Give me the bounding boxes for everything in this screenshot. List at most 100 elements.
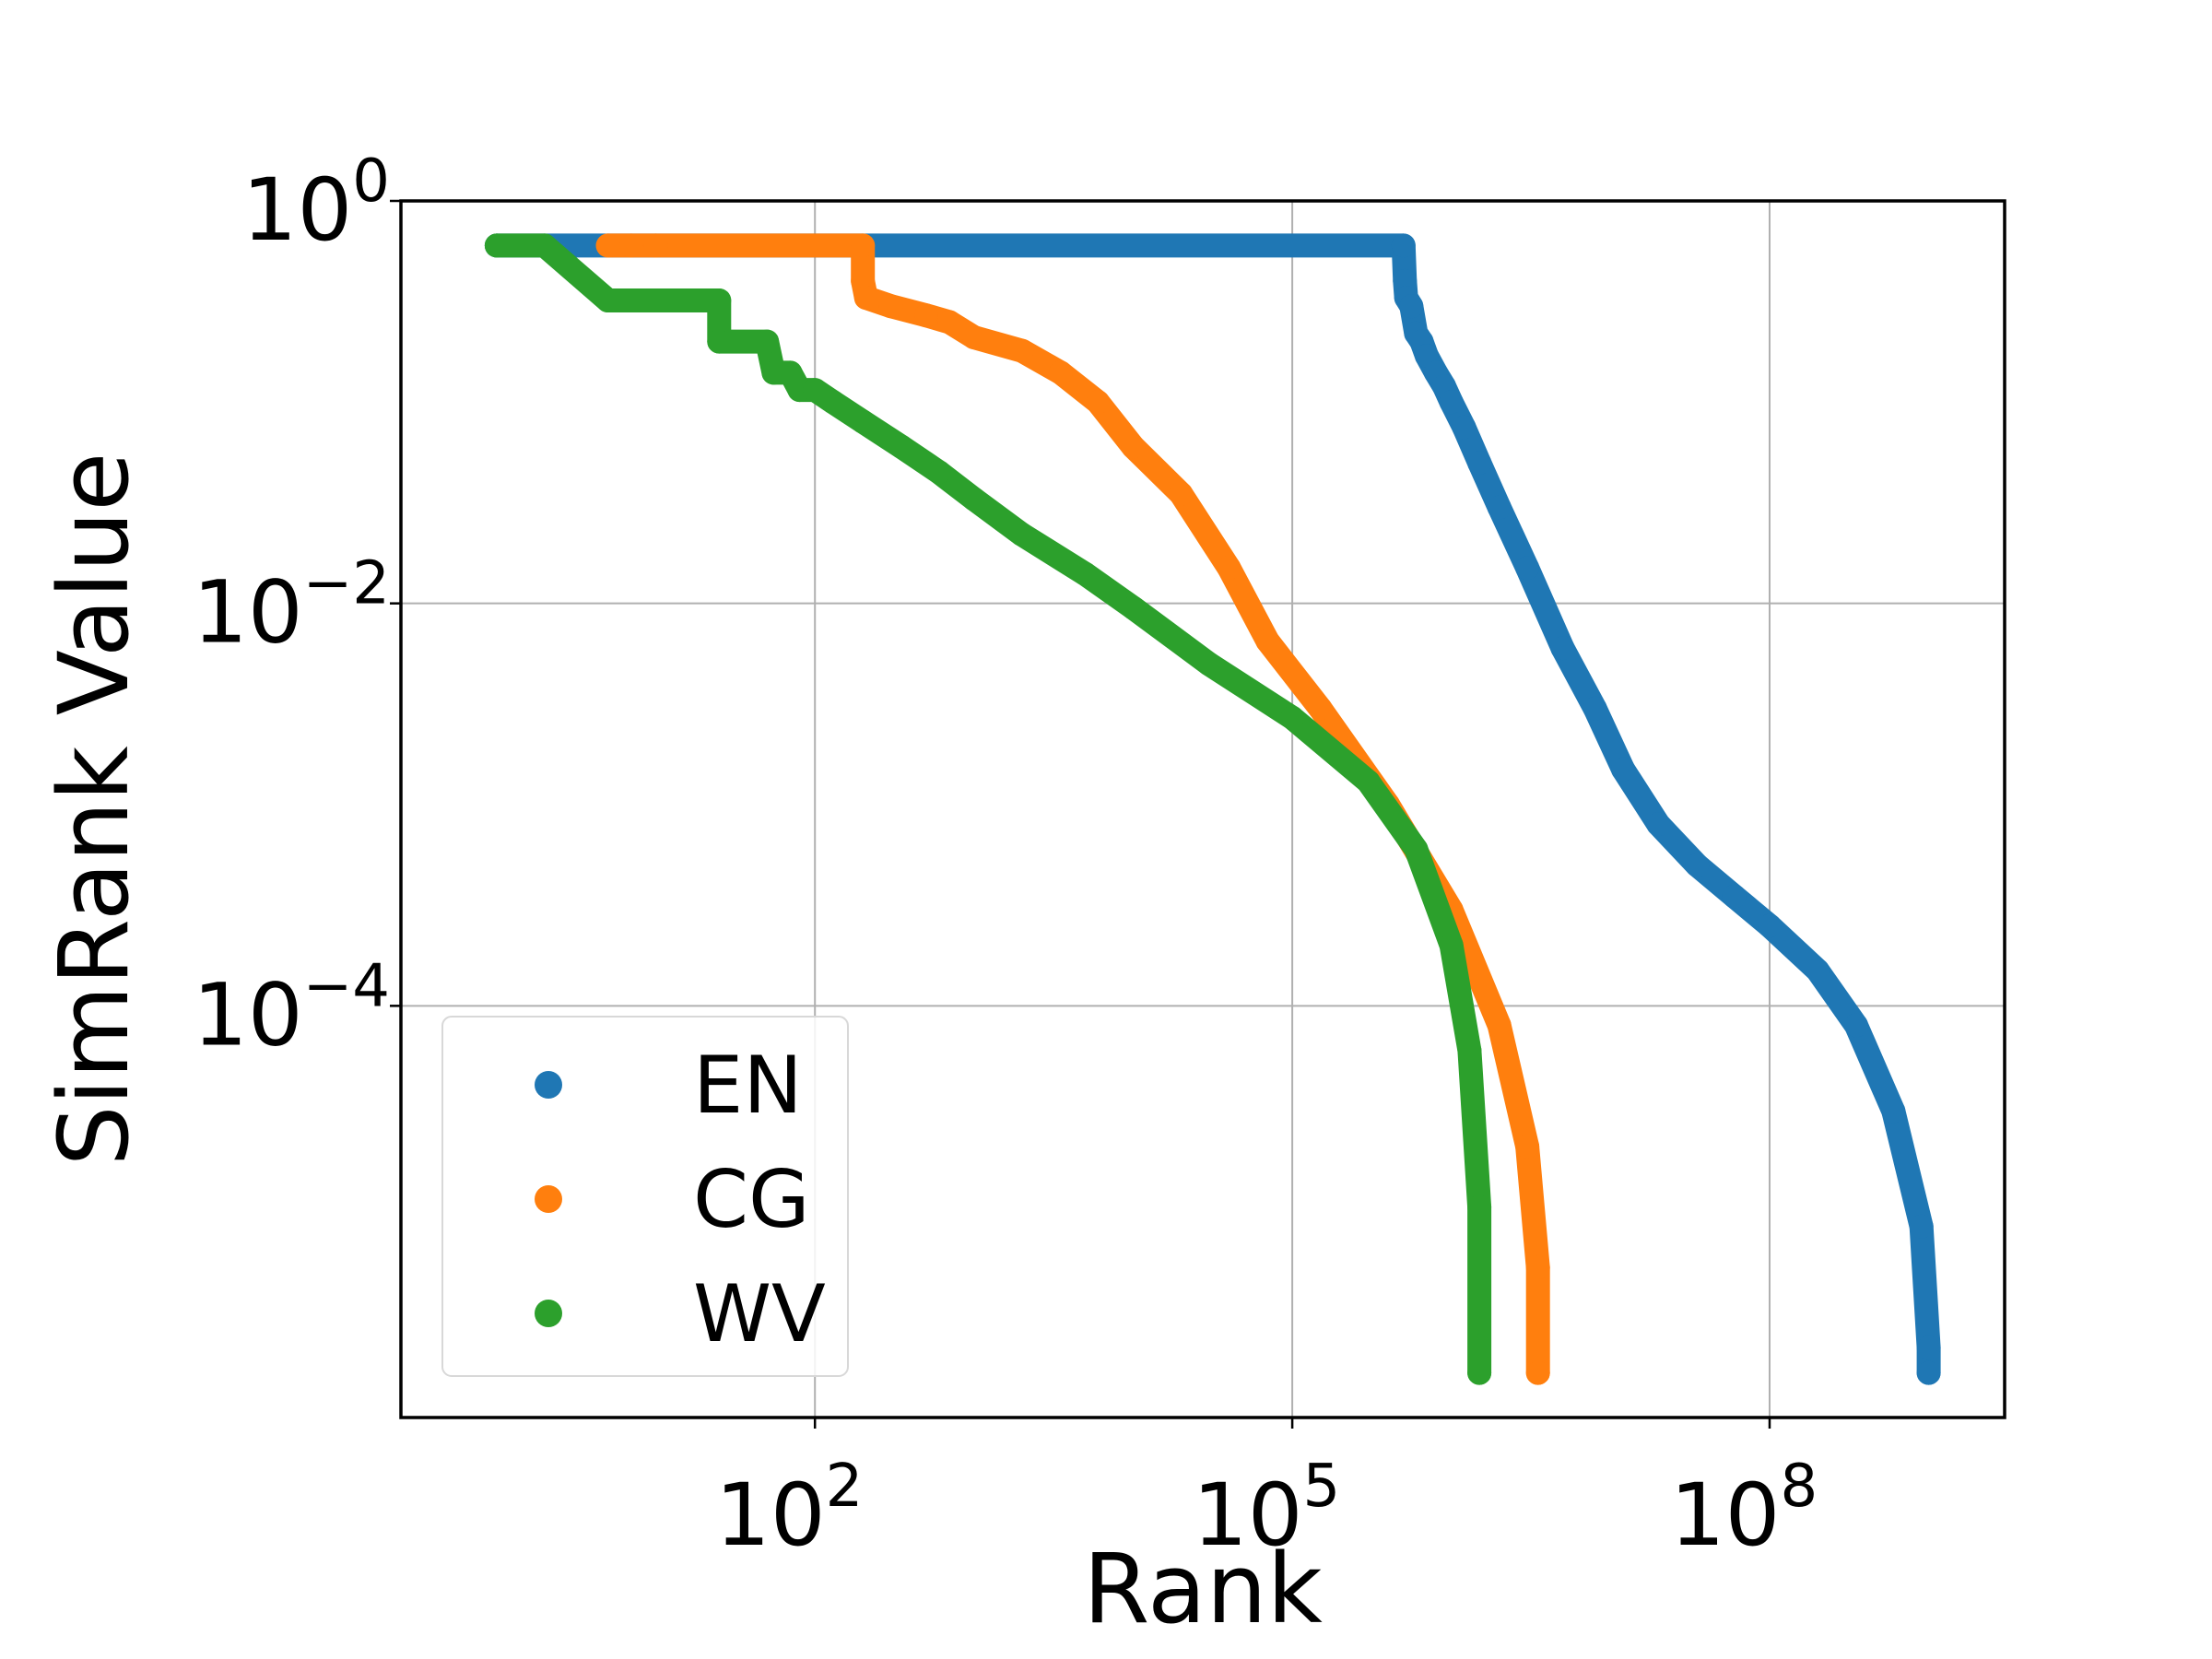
- series-layer: [484, 233, 1941, 1385]
- data-point: [1583, 696, 1607, 721]
- data-point: [1439, 390, 1464, 415]
- data-point: [1399, 294, 1424, 319]
- y-tick-label: 10−2: [193, 550, 390, 664]
- data-point: [1467, 1194, 1492, 1219]
- data-point: [484, 233, 509, 258]
- data-point: [878, 294, 903, 319]
- data-point: [1009, 338, 1034, 363]
- data-point: [1356, 770, 1381, 794]
- data-point: [913, 303, 938, 328]
- data-point: [1646, 812, 1671, 837]
- data-point: [1196, 652, 1221, 677]
- data-point: [803, 378, 828, 403]
- data-point: [1515, 1134, 1540, 1159]
- legend-box: [441, 1016, 849, 1377]
- legend-marker: [535, 1071, 562, 1099]
- x-tick-exponent: 8: [1780, 1453, 1818, 1521]
- legend-marker: [535, 1300, 562, 1327]
- data-point: [851, 409, 876, 434]
- x-axis-ticks: 102 105 108: [715, 1418, 1818, 1566]
- data-point: [1758, 913, 1782, 938]
- data-point: [1121, 434, 1146, 459]
- y-axis-label: SimRank Value: [38, 453, 150, 1167]
- x-tick-label: 105: [1193, 1453, 1340, 1566]
- x-tick-label: 102: [715, 1453, 863, 1566]
- legend-marker: [535, 1185, 562, 1213]
- data-point: [1255, 629, 1280, 653]
- data-point: [707, 329, 732, 354]
- data-point: [937, 310, 962, 335]
- data-point: [1308, 696, 1333, 721]
- data-point: [1169, 481, 1194, 506]
- data-point: [1881, 1099, 1906, 1124]
- y-tick-label: 10−4: [193, 952, 390, 1065]
- x-tick-base: 10: [715, 1465, 826, 1566]
- x-tick-base: 10: [1670, 1465, 1781, 1566]
- data-point: [707, 288, 732, 312]
- data-point: [755, 329, 780, 354]
- series-cg: [595, 233, 1550, 1385]
- legend: EN CG WV: [441, 1016, 849, 1377]
- data-point: [1280, 705, 1305, 730]
- data-point: [595, 288, 620, 312]
- data-point: [595, 233, 620, 258]
- data-point: [1073, 561, 1098, 586]
- data-point: [1550, 636, 1575, 661]
- y-tick-base: 10: [193, 965, 303, 1065]
- y-tick-exponent: −2: [303, 550, 390, 618]
- y-tick-exponent: 0: [352, 147, 390, 216]
- data-point: [1487, 495, 1512, 520]
- data-point: [643, 233, 668, 258]
- data-point: [1048, 360, 1073, 385]
- y-tick-base: 10: [193, 563, 303, 664]
- data-point: [1525, 1360, 1550, 1385]
- x-axis-label: Rank: [1083, 1533, 1323, 1645]
- data-point: [926, 460, 951, 485]
- data-point: [532, 233, 557, 258]
- series-line-en: [484, 233, 1941, 1385]
- data-point: [1611, 757, 1635, 782]
- data-point: [1806, 958, 1830, 982]
- data-point: [1487, 1013, 1512, 1038]
- data-point: [851, 233, 876, 258]
- y-tick-exponent: −4: [303, 952, 390, 1020]
- data-point: [1467, 451, 1492, 476]
- data-point: [1457, 1038, 1482, 1063]
- data-point: [1086, 390, 1111, 415]
- data-point: [1722, 884, 1747, 909]
- x-tick-label: 108: [1670, 1453, 1818, 1566]
- data-point: [1909, 1214, 1934, 1239]
- x-tick-base: 10: [1193, 1465, 1303, 1566]
- data-point: [1121, 595, 1146, 620]
- data-point: [1439, 933, 1464, 958]
- data-point: [1515, 556, 1540, 581]
- data-point: [1009, 522, 1034, 547]
- legend-label: CG: [693, 1154, 810, 1246]
- data-point: [1685, 853, 1710, 877]
- x-tick-exponent: 2: [826, 1453, 864, 1521]
- data-point: [961, 487, 986, 512]
- data-point: [961, 325, 986, 349]
- data-point: [1404, 837, 1429, 862]
- data-point: [618, 233, 643, 258]
- data-point: [1467, 1360, 1492, 1385]
- x-tick-exponent: 5: [1303, 1453, 1341, 1521]
- data-point: [1916, 1335, 1941, 1360]
- data-point: [643, 288, 668, 312]
- data-point: [1843, 1013, 1868, 1038]
- data-point: [1391, 233, 1416, 258]
- data-point: [761, 360, 786, 385]
- data-point: [1525, 1255, 1550, 1280]
- data-point: [889, 434, 914, 459]
- data-point: [1452, 415, 1477, 440]
- plot-frame: [399, 199, 2006, 1419]
- data-point: [1916, 1360, 1941, 1385]
- y-tick-base: 10: [242, 160, 353, 261]
- data-point: [1217, 556, 1241, 581]
- legend-label: EN: [693, 1040, 803, 1132]
- data-point: [820, 390, 845, 415]
- y-tick-label: 100: [242, 147, 390, 261]
